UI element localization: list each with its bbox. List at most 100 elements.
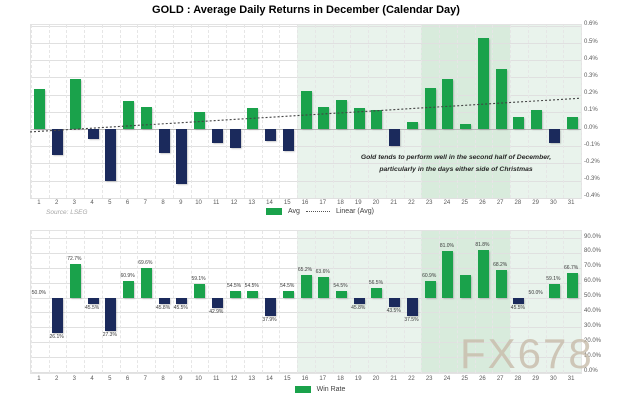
legend-bottom: Win Rate bbox=[0, 386, 640, 393]
gridline-v bbox=[137, 231, 139, 373]
gridline-v bbox=[510, 231, 512, 373]
x-axis-tick: 5 bbox=[108, 376, 112, 382]
winrate-label-day-18: 54.5% bbox=[333, 282, 348, 289]
gridline-v bbox=[261, 231, 263, 373]
y-axis-tick: 90.0% bbox=[584, 233, 602, 240]
winrate-label-day-21: 43.5% bbox=[386, 308, 401, 315]
gridline-v bbox=[403, 231, 405, 373]
avg-bar-day-3 bbox=[69, 79, 81, 129]
y-axis-tick: -0.4% bbox=[584, 193, 600, 200]
avg-bar-day-31 bbox=[566, 116, 578, 129]
winrate-bar-day-11 bbox=[211, 297, 223, 309]
winrate-bar-day-3 bbox=[69, 263, 81, 298]
x-axis-tick: 7 bbox=[143, 200, 147, 206]
source-note: Source: LSEG bbox=[46, 209, 88, 216]
gridline-v bbox=[208, 231, 210, 373]
winrate-label-day-17: 63.6% bbox=[315, 269, 330, 276]
x-axis-tick: 21 bbox=[390, 200, 398, 206]
x-axis-tick: 22 bbox=[408, 200, 415, 206]
y-axis-tick: 0.3% bbox=[584, 72, 598, 79]
gridline-v bbox=[243, 25, 245, 198]
avg-bar-day-16 bbox=[300, 91, 312, 129]
gridline-v bbox=[581, 25, 582, 198]
x-axis-tick: 31 bbox=[567, 200, 575, 206]
gridline-v bbox=[155, 25, 157, 198]
gridline-v bbox=[297, 231, 299, 373]
gridline-v bbox=[172, 25, 174, 198]
x-axis-tick: 26 bbox=[479, 376, 486, 382]
gridline-v bbox=[314, 25, 316, 198]
x-axis-tick: 28 bbox=[514, 200, 522, 206]
y-axis-tick: 10.0% bbox=[584, 352, 602, 359]
avg-bar-day-23 bbox=[424, 87, 436, 129]
gridline-v bbox=[350, 231, 352, 373]
x-axis-tick: 16 bbox=[301, 200, 309, 206]
gridline-v bbox=[261, 25, 263, 198]
winrate-bar-day-17 bbox=[318, 277, 330, 298]
x-axis-tick: 29 bbox=[532, 376, 539, 382]
avg-bar-day-13 bbox=[247, 108, 259, 129]
x-axis-tick: 29 bbox=[532, 200, 539, 206]
y-axis-tick: 60.0% bbox=[584, 278, 602, 285]
winrate-label-day-3: 72.7% bbox=[67, 255, 82, 262]
avg-bar-day-27 bbox=[495, 68, 507, 129]
avg-bar-day-28 bbox=[513, 116, 525, 129]
winrate-bar-day-22 bbox=[406, 297, 418, 317]
gridline-v bbox=[243, 231, 245, 373]
x-axis-tick: 7 bbox=[143, 376, 147, 382]
gridline-h bbox=[31, 342, 581, 344]
x-axis-tick: 2 bbox=[54, 200, 59, 206]
avg-bar-day-25 bbox=[460, 123, 472, 129]
y-axis-tick: 0.0% bbox=[584, 367, 598, 374]
gridline-v bbox=[421, 231, 423, 373]
gridline-v bbox=[31, 231, 32, 373]
gridline-v bbox=[527, 231, 529, 373]
gridline-v bbox=[226, 231, 228, 373]
avg-bar-day-5 bbox=[105, 129, 117, 181]
x-axis-tick: 25 bbox=[461, 376, 469, 382]
gridline-v bbox=[101, 231, 103, 373]
winrate-label-day-29: 50.0% bbox=[528, 289, 543, 296]
winrate-label-day-8: 45.8% bbox=[155, 304, 171, 311]
gridline-h bbox=[31, 77, 581, 79]
x-axis-tick: 15 bbox=[283, 200, 291, 206]
winrate-bar-day-16 bbox=[300, 274, 312, 298]
chart-annotation: Gold tends to perform well in the second… bbox=[327, 152, 585, 175]
x-axis-tick: 28 bbox=[514, 376, 522, 382]
gridline-h bbox=[31, 312, 581, 314]
x-axis-tick: 27 bbox=[496, 376, 504, 382]
y-axis-tick: 20.0% bbox=[584, 337, 602, 344]
gridline-v bbox=[84, 25, 86, 198]
x-axis-tick: 20 bbox=[372, 376, 380, 382]
winrate-bar-day-6 bbox=[123, 281, 135, 298]
x-axis-tick: 17 bbox=[319, 200, 327, 206]
avg-bar-day-26 bbox=[477, 37, 489, 129]
y-axis-tick: -0.2% bbox=[584, 158, 600, 165]
gridline-v bbox=[279, 231, 281, 373]
linear-legend-line-icon bbox=[305, 211, 330, 212]
gridline-v bbox=[48, 231, 50, 373]
avg-bar-day-9 bbox=[176, 129, 188, 185]
winrate-bar-day-31 bbox=[566, 272, 578, 298]
gridline-h bbox=[31, 163, 581, 165]
y-axis-tick: 0.0% bbox=[584, 124, 598, 131]
gridline-h bbox=[31, 297, 581, 299]
x-axis-tick: 13 bbox=[248, 376, 256, 382]
winrate-label-day-31: 66.7% bbox=[564, 264, 579, 271]
avg-bar-day-6 bbox=[123, 101, 135, 129]
watermark: FX678 bbox=[460, 330, 594, 377]
x-axis-tick: 17 bbox=[319, 376, 327, 382]
avg-bar-day-17 bbox=[318, 106, 330, 129]
win-rate-legend-label: Win Rate bbox=[316, 386, 346, 393]
gridline-v bbox=[314, 231, 316, 373]
y-axis-tick: -0.3% bbox=[584, 176, 600, 183]
winrate-bar-day-15 bbox=[282, 290, 294, 298]
x-axis-tick: 23 bbox=[425, 200, 433, 206]
x-axis-tick: 6 bbox=[125, 376, 130, 382]
gridline-v bbox=[581, 231, 582, 373]
x-axis-tick: 1 bbox=[37, 376, 41, 382]
y-axis-tick: -0.1% bbox=[584, 141, 600, 148]
x-axis-tick: 11 bbox=[213, 376, 220, 382]
x-axis-tick: 18 bbox=[337, 200, 344, 206]
gridline-h bbox=[31, 197, 581, 199]
